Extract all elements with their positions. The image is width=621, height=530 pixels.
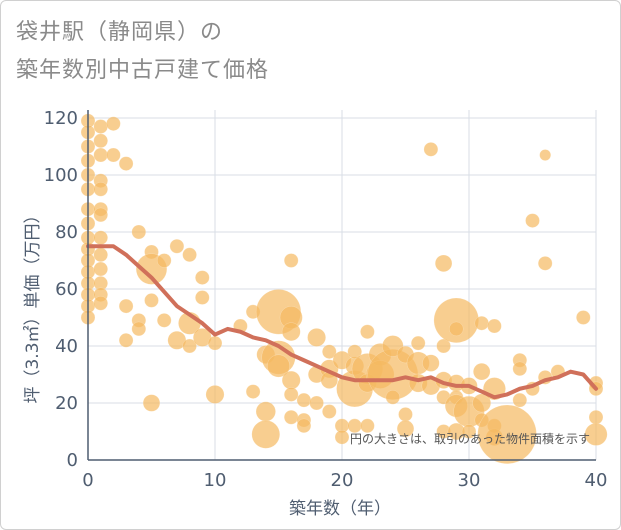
data-bubble <box>195 290 210 305</box>
data-bubble <box>182 247 197 263</box>
data-bubble <box>93 247 108 263</box>
data-bubble <box>106 116 121 131</box>
data-bubble <box>267 354 290 378</box>
data-bubble <box>398 407 413 422</box>
data-bubble <box>347 418 362 434</box>
data-bubble <box>477 404 537 465</box>
data-bubble <box>142 394 161 412</box>
data-bubble <box>322 344 337 359</box>
data-bubble <box>309 395 324 411</box>
data-bubble <box>307 328 326 347</box>
data-bubble <box>423 142 439 157</box>
x-tick-label: 20 <box>331 470 354 491</box>
data-bubble <box>360 418 375 434</box>
data-bubble <box>473 363 491 381</box>
data-bubble <box>251 420 281 449</box>
data-bubble <box>281 370 301 390</box>
y-tick-label: 60 <box>55 279 78 300</box>
data-bubble <box>283 387 299 402</box>
data-bubble <box>474 315 489 331</box>
y-tick-label: 100 <box>44 165 78 186</box>
data-bubble <box>334 429 350 445</box>
data-bubble <box>436 338 451 354</box>
data-bubble <box>410 335 426 351</box>
data-bubble <box>539 149 552 161</box>
chart-title-line2: 築年数別中古戸建て価格 <box>16 58 270 83</box>
data-bubble <box>118 298 134 314</box>
data-bubble <box>588 410 604 425</box>
data-bubble <box>131 224 147 240</box>
x-tick-label: 30 <box>458 470 481 491</box>
data-bubble <box>385 390 401 405</box>
data-bubble <box>449 321 464 337</box>
data-bubble <box>118 333 134 348</box>
grid-lines <box>87 110 597 461</box>
x-tick-label: 10 <box>204 470 227 491</box>
x-tick-label: 0 <box>82 470 93 491</box>
data-bubble <box>422 354 440 372</box>
y-tick-label: 40 <box>55 336 78 357</box>
data-bubble <box>106 147 121 163</box>
y-tick-label: 80 <box>55 222 78 243</box>
data-bubble <box>283 410 299 425</box>
data-bubble <box>396 420 415 438</box>
data-bubble <box>360 324 375 339</box>
data-bubble <box>281 322 301 342</box>
data-bubble <box>93 230 108 245</box>
y-tick-label: 0 <box>67 450 78 471</box>
data-bubble <box>93 207 108 223</box>
data-bubble <box>322 404 337 419</box>
data-bubble <box>93 119 108 134</box>
data-bubble <box>296 392 312 408</box>
data-bubble <box>156 253 172 268</box>
data-bubble <box>525 213 540 228</box>
trend-line <box>86 244 598 400</box>
data-bubble <box>512 392 528 408</box>
data-bubble <box>296 418 312 434</box>
data-bubble <box>93 296 108 311</box>
data-bubble <box>472 393 492 413</box>
y-tick-label: 120 <box>44 108 78 129</box>
data-bubble <box>93 182 108 197</box>
data-bubble <box>245 384 261 399</box>
data-bubble <box>207 335 223 351</box>
y-axis-label: 坪（3.3㎡）単価（万円） <box>23 206 43 403</box>
x-tick-label: 40 <box>585 470 608 491</box>
data-bubble <box>576 310 591 325</box>
data-bubble <box>195 270 210 285</box>
data-bubble <box>131 321 147 337</box>
data-bubble <box>156 313 172 328</box>
data-bubble <box>93 261 108 277</box>
data-bubble <box>434 254 453 273</box>
data-bubble <box>118 156 134 171</box>
data-bubble <box>144 293 159 308</box>
bubble-size-note: 円の大きさは、取引のあった物件面積を示す <box>350 431 590 446</box>
axes: 0 10 20 30 40 0 20 40 60 80 100 120 <box>44 108 608 491</box>
data-bubble <box>169 239 185 254</box>
x-axis-label: 築年数（年） <box>289 499 391 519</box>
data-bubble <box>182 338 197 354</box>
chart-title-line1: 袋井駅（静岡県）の <box>16 20 224 45</box>
data-bubble <box>283 253 299 268</box>
bubble-layer <box>80 113 608 465</box>
data-bubble <box>93 133 108 149</box>
data-bubble <box>512 361 528 377</box>
data-bubble <box>255 401 276 422</box>
data-bubble <box>205 385 225 404</box>
trend-layer <box>86 244 598 400</box>
data-bubble <box>347 344 362 359</box>
y-tick-label: 20 <box>55 393 78 414</box>
data-bubble <box>487 318 502 334</box>
data-bubble <box>584 422 608 446</box>
data-bubble <box>93 147 108 163</box>
data-bubble <box>537 256 553 271</box>
data-bubble <box>461 424 477 439</box>
